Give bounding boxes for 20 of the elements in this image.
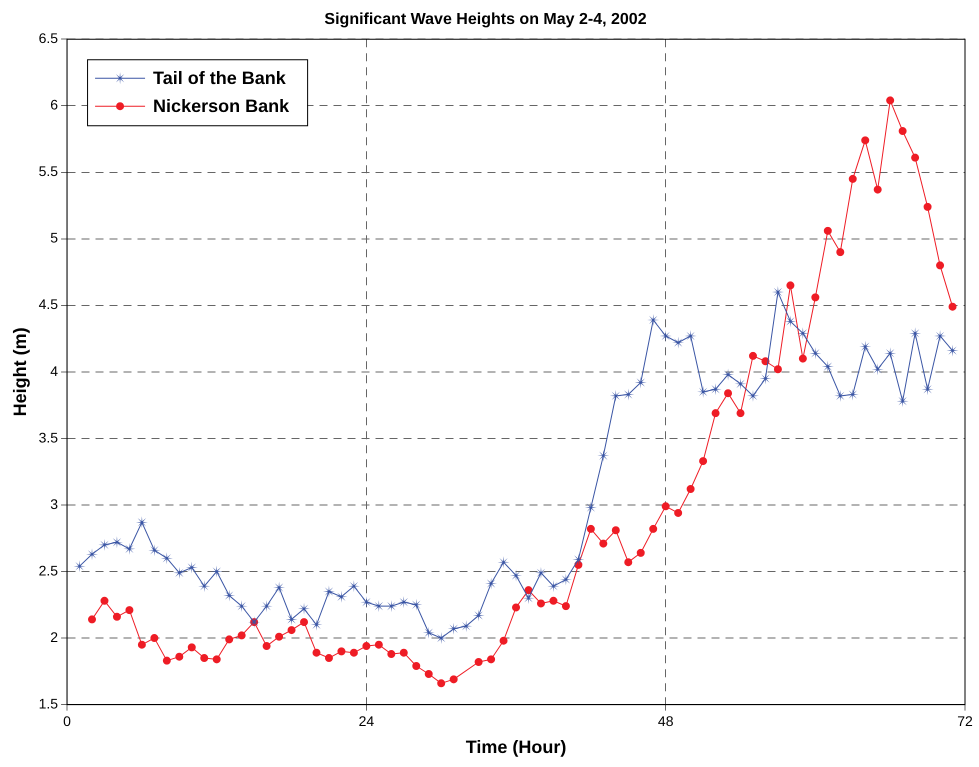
y-tick-label: 6.5 <box>38 30 58 46</box>
x-axis-title: Time (Hour) <box>466 737 566 758</box>
y-tick-label: 4.5 <box>38 296 58 312</box>
y-tick-label: 4 <box>50 362 58 379</box>
legend-label: Tail of the Bank <box>153 68 287 88</box>
x-tick-label: 0 <box>63 712 72 729</box>
y-axis-title: Height (m) <box>10 327 30 416</box>
y-tick-label: 3.5 <box>38 429 58 446</box>
y-tick-label: 2.5 <box>38 562 58 578</box>
y-tick-label: 3 <box>50 496 58 512</box>
y-tick-label: 5.5 <box>38 163 58 180</box>
x-tick-label: 24 <box>358 712 374 729</box>
legend-label: Nickerson Bank <box>153 96 290 116</box>
x-tick-label: 72 <box>957 712 973 729</box>
y-tick-label: 2 <box>50 628 58 645</box>
x-tick-label: 48 <box>658 712 674 729</box>
y-tick-label: 6 <box>50 96 58 113</box>
y-tick-label: 5 <box>50 230 58 246</box>
chart-title: Significant Wave Heights on May 2-4, 2002 <box>324 11 647 28</box>
y-tick-label: 1.5 <box>38 695 58 712</box>
